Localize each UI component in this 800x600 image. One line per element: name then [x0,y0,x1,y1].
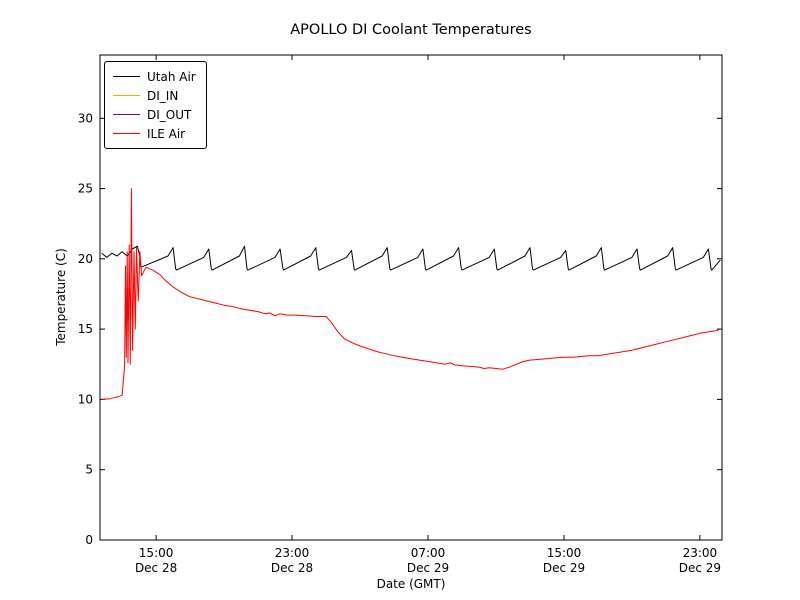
x-tick-label-time: 23:00 [275,546,310,560]
legend-label: ILE Air [147,126,186,141]
series-line-ile-air [101,188,721,400]
y-tick-label: 25 [78,182,93,196]
x-tick-label-date: Dec 29 [407,561,449,575]
x-tick-label-time: 07:00 [411,546,446,560]
x-tick-label-time: 15:00 [547,546,582,560]
legend-entry: DI_OUT [113,105,196,124]
legend-line-sample [113,95,140,96]
legend-entry: DI_IN [113,86,196,105]
y-tick-label: 10 [78,392,93,406]
x-tick-label-date: Dec 28 [135,561,177,575]
x-axis-label: Date (GMT) [376,577,446,591]
x-tick-label-date: Dec 29 [679,561,721,575]
x-tick-label-time: 23:00 [683,546,718,560]
legend-label: Utah Air [147,69,196,84]
legend-line-sample [113,133,140,134]
y-tick-label: 20 [78,252,93,266]
y-tick-label: 5 [85,463,93,477]
legend-label: DI_IN [147,88,179,103]
x-tick-label-date: Dec 28 [271,561,313,575]
legend-entry: ILE Air [113,124,196,143]
y-tick-label: 0 [85,533,93,547]
legend-entry: Utah Air [113,67,196,86]
y-axis-label: Temperature (C) [54,248,68,346]
legend-line-sample [113,114,140,115]
chart-title: APOLLO DI Coolant Temperatures [290,22,532,38]
legend-label: DI_OUT [147,107,192,122]
y-tick-label: 30 [78,111,93,125]
x-tick-label-date: Dec 29 [543,561,585,575]
legend: Utah Air DI_IN DI_OUT ILE Air [104,61,207,149]
x-tick-label-time: 15:00 [139,546,174,560]
legend-line-sample [113,76,140,77]
series-line-utah-air [101,245,721,271]
y-tick-label: 15 [78,322,93,336]
plot-border [99,54,723,541]
